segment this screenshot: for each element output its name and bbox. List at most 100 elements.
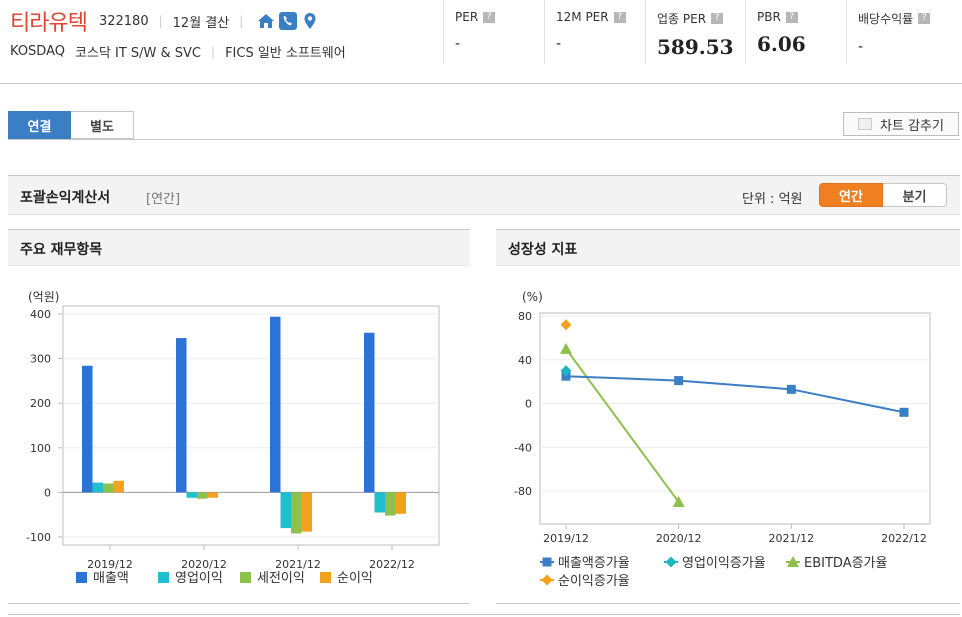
bar-매출액	[82, 365, 93, 493]
x-tick-label: 2020/12	[656, 532, 702, 545]
help-icon[interactable]: ?	[918, 13, 931, 24]
plot-area	[539, 312, 931, 525]
x-tick-label: 2019/12	[87, 558, 133, 571]
unit-label: 단위 : 억원	[742, 192, 803, 207]
panel-header: 주요 재무항목	[8, 230, 470, 266]
stock-code: 322180	[98, 13, 149, 29]
legend-label: EBITDA증가율	[804, 556, 888, 571]
series-line-매출액증가율	[565, 375, 905, 414]
point-매출액증가율	[899, 407, 909, 417]
y-tick-label: 300	[30, 353, 51, 366]
metric-label: 배당수익률	[858, 12, 914, 26]
legend-marker	[665, 556, 677, 568]
divider: |	[158, 14, 163, 28]
help-icon[interactable]: ?	[483, 11, 496, 23]
annual-button[interactable]: 연간	[819, 183, 883, 207]
divider: |	[211, 44, 216, 59]
quarterly-button[interactable]: 분기	[883, 183, 947, 207]
legend-label: 매출액	[93, 571, 129, 586]
metric-label: 12M PER	[556, 10, 609, 24]
tab-consolidated[interactable]: 연결	[8, 111, 71, 139]
bar-순이익	[395, 492, 406, 514]
metric-12m-per: 12M PER? -	[544, 0, 645, 64]
panel-title: 성장성 지표	[508, 242, 578, 258]
y-tick-label: 0	[44, 486, 51, 499]
bottom-divider	[8, 614, 960, 615]
legend-marker	[787, 556, 799, 567]
legend-label: 순이익증가율	[558, 574, 630, 589]
bar-세전이익	[385, 492, 396, 516]
metric-sector-per: 업종 PER? 589.53	[645, 0, 745, 64]
y-axis-label: (%)	[522, 290, 543, 304]
checkbox-icon[interactable]	[858, 118, 873, 130]
legend-swatch	[240, 572, 251, 583]
metric-dividend-yield: 배당수익률? -	[846, 0, 962, 64]
bar-세전이익	[197, 492, 208, 499]
help-icon[interactable]: ?	[711, 13, 724, 24]
location-pin-icon[interactable]	[301, 12, 319, 30]
legend-marker	[541, 574, 553, 586]
company-icons	[257, 12, 319, 30]
company-row: 티라유텍 322180 | 12월 결산 |	[10, 8, 319, 36]
y-tick-label: -80	[514, 485, 532, 498]
point-매출액증가율	[674, 376, 684, 386]
bar-매출액	[270, 316, 281, 493]
legend-label: 순이익	[337, 571, 373, 586]
metric-value: -	[455, 36, 461, 52]
bar-영업이익	[374, 492, 385, 513]
panel-title: 주요 재무항목	[20, 242, 103, 258]
company-name[interactable]: 티라유텍	[10, 11, 88, 36]
section-subtitle: [연간]	[146, 192, 181, 207]
help-icon[interactable]: ?	[785, 11, 798, 23]
y-tick-label: 100	[30, 442, 51, 455]
divider: |	[239, 14, 244, 28]
financial-items-panel: 주요 재무항목 (억원) 400 300 200 100 0 -100 2019/12 2020…	[8, 229, 470, 604]
consolidation-tabs: 연결 별도	[8, 111, 134, 139]
metric-value: 589.53	[657, 35, 734, 59]
y-tick-label: 0	[525, 398, 532, 411]
bar-chart: (억원) 400 300 200 100 0 -100 2019/12 2020/12 2021/…	[26, 290, 440, 586]
x-tick-label: 2021/12	[275, 558, 321, 571]
sector-name: 코스닥 IT S/W & SVC	[74, 46, 202, 61]
bar-세전이익	[103, 483, 114, 493]
bar-매출액	[176, 338, 187, 493]
metric-value: 6.06	[757, 32, 806, 56]
x-tick-label: 2022/12	[369, 558, 415, 571]
y-tick-label: -100	[26, 531, 51, 544]
legend-label: 영업이익증가율	[682, 556, 766, 571]
metric-pbr: PBR? 6.06	[745, 0, 846, 64]
y-tick-label: 400	[30, 308, 51, 321]
section-bar: 포괄손익계산서 [연간] 단위 : 억원 연간 분기	[8, 175, 960, 215]
legend-label: 세전이익	[257, 571, 305, 586]
line-chart: (%) 80 40 0 -40 -80 2019/12 2020/12 2021/12 2022/…	[514, 290, 931, 589]
phone-icon[interactable]	[279, 12, 298, 30]
market-row: KOSDAQ 코스닥 IT S/W & SVC | FICS 일반 소프트웨어	[10, 42, 346, 61]
hide-chart-button[interactable]: 차트 감추기	[843, 112, 959, 136]
tab-separate[interactable]: 별도	[71, 111, 134, 139]
legend-label: 영업이익	[175, 571, 223, 586]
point-매출액증가율	[786, 384, 796, 394]
home-icon[interactable]	[257, 12, 275, 30]
point-EBITDA증가율	[560, 342, 572, 354]
point-EBITDA증가율	[672, 496, 685, 508]
y-axis-label: (억원)	[28, 290, 59, 304]
metric-label: PER	[455, 10, 479, 24]
x-tick-label: 2019/12	[543, 532, 589, 545]
panel-header: 성장성 지표	[496, 230, 960, 266]
bar-영업이익	[186, 492, 197, 498]
x-tick-label: 2021/12	[768, 532, 814, 545]
bar-영업이익	[92, 482, 103, 493]
hide-chart-label: 차트 감추기	[880, 118, 944, 134]
period-toggle: 연간 분기	[819, 183, 947, 207]
y-tick-label: -40	[514, 441, 532, 454]
legend-label: 매출액증가율	[558, 556, 630, 571]
bar-순이익	[113, 480, 124, 493]
fics-sector: FICS 일반 소프트웨어	[225, 46, 346, 61]
metric-per: PER? -	[443, 0, 544, 64]
point-순이익증가율	[560, 319, 572, 331]
y-tick-label: 80	[518, 310, 532, 323]
help-icon[interactable]: ?	[613, 11, 626, 23]
series-line-EBITDA증가율	[565, 348, 680, 503]
x-tick-label: 2022/12	[881, 532, 927, 545]
legend-swatch	[76, 572, 87, 583]
